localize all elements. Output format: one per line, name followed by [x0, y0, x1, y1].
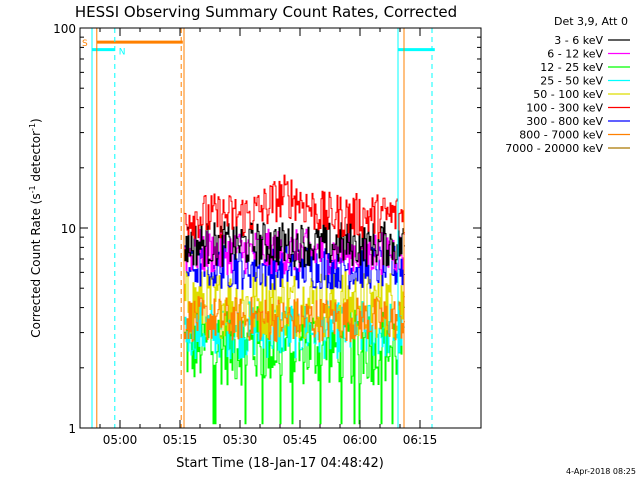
y-axis-label-sup2: -1 [28, 123, 37, 131]
flag-label: N [119, 48, 126, 58]
chart-title: HESSI Observing Summary Count Rates, Cor… [75, 3, 457, 21]
x-tick-label: 06:00 [343, 433, 378, 447]
y-tick-label: 1 [68, 422, 76, 436]
footer-date: 4-Apr-2018 08:25 [566, 467, 636, 476]
legend-label: 300 - 800 keV [526, 115, 603, 128]
x-tick-label: 05:15 [163, 433, 198, 447]
legend-title: Det 3,9, Att 0 [554, 15, 628, 28]
series-line-2 [184, 304, 405, 425]
flags-layer: SN [82, 39, 435, 58]
series-layer [184, 174, 405, 425]
legend-label: 25 - 50 keV [540, 75, 603, 88]
series-line-5 [184, 174, 405, 240]
x-tick-label: 05:45 [283, 433, 318, 447]
x-tick-label: 06:15 [403, 433, 438, 447]
series-line-4 [184, 269, 405, 339]
y-axis-label-sup1: -1 [28, 185, 37, 193]
legend-label: 3 - 6 keV [554, 34, 603, 47]
ticks-layer: 05:00 05:15 05:30 05:45 06:00 06:15 1 10 100 [53, 22, 481, 447]
flag-label: S [82, 39, 88, 49]
legend-label: 6 - 12 keV [547, 48, 603, 61]
y-tick-label: 10 [61, 222, 76, 236]
series-line-1 [184, 228, 405, 276]
y-tick-label: 100 [53, 22, 76, 36]
y-axis-label-main: Corrected Count Rate (s [29, 193, 43, 337]
y-axis-label-end: ) [29, 118, 43, 123]
series-line-7 [184, 296, 405, 343]
legend-label: 50 - 100 keV [533, 88, 603, 101]
legend-label: 12 - 25 keV [540, 61, 603, 74]
y-axis-label-mid: detector [29, 131, 43, 186]
legend-label: 100 - 300 keV [526, 102, 603, 115]
legend-label: 800 - 7000 keV [519, 129, 603, 142]
y-axis-label: Corrected Count Rate (s-1 detector-1) [28, 118, 43, 337]
markers-layer [91, 28, 433, 428]
x-axis-label: Start Time (18-Jan-17 04:48:42) [176, 456, 384, 471]
x-tick-label: 05:30 [223, 433, 258, 447]
legend-label: 7000 - 20000 keV [505, 142, 603, 155]
x-tick-label: 05:00 [103, 433, 138, 447]
